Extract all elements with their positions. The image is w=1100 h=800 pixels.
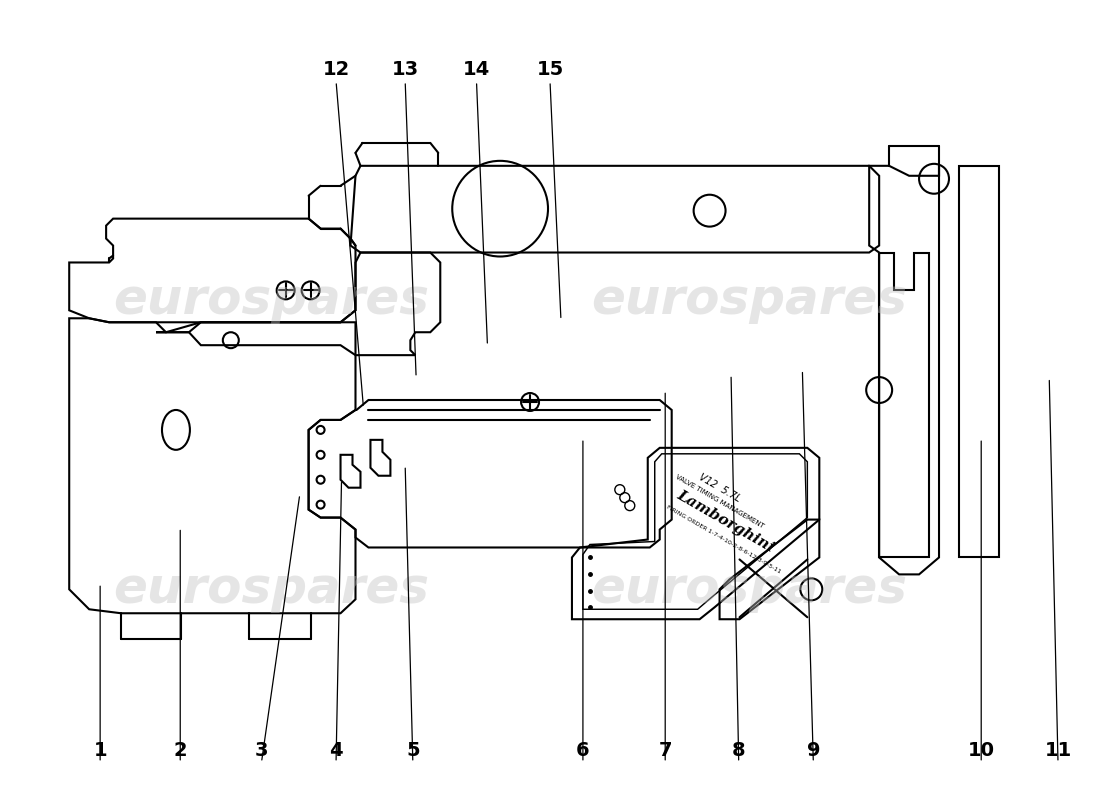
Text: 2: 2 [174, 742, 187, 760]
Text: V12  5.7L: V12 5.7L [697, 472, 742, 504]
Text: eurospares: eurospares [592, 566, 908, 614]
Text: 11: 11 [1044, 742, 1071, 760]
Text: 6: 6 [576, 742, 590, 760]
Text: Lamborghini: Lamborghini [674, 488, 777, 555]
Text: eurospares: eurospares [592, 276, 908, 324]
Text: 5: 5 [406, 742, 420, 760]
Text: 7: 7 [659, 742, 672, 760]
Text: 15: 15 [537, 60, 563, 78]
Text: 12: 12 [322, 60, 350, 78]
Text: 4: 4 [329, 742, 343, 760]
Text: 8: 8 [732, 742, 746, 760]
Text: VALVE TIMING MANAGEMENT: VALVE TIMING MANAGEMENT [674, 474, 764, 530]
Text: 3: 3 [255, 742, 268, 760]
Text: FIRING ORDER 1-7-4-10-2-8-6-12-3-9-5-11: FIRING ORDER 1-7-4-10-2-8-6-12-3-9-5-11 [666, 505, 782, 574]
Text: 13: 13 [392, 60, 419, 78]
Text: 14: 14 [463, 60, 491, 78]
Text: 9: 9 [806, 742, 821, 760]
Text: 10: 10 [968, 742, 994, 760]
Text: eurospares: eurospares [112, 566, 429, 614]
Text: 1: 1 [94, 742, 107, 760]
Text: eurospares: eurospares [112, 276, 429, 324]
